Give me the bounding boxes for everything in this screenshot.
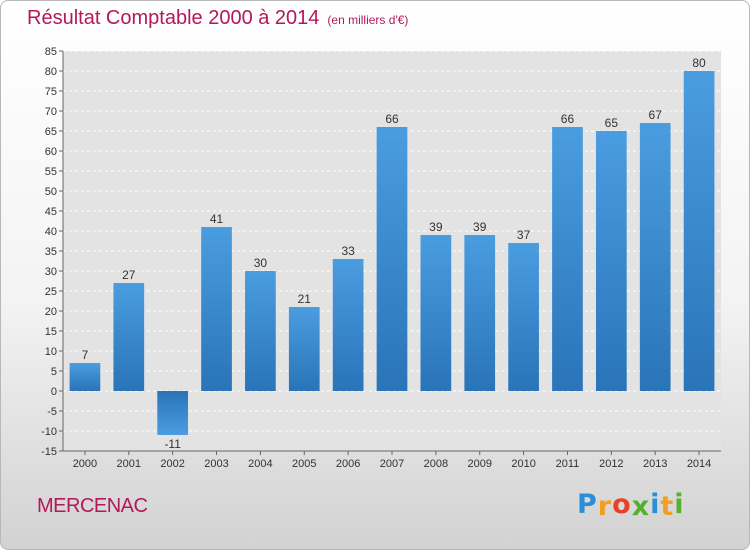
y-tick-label: 55 — [45, 166, 57, 178]
title-text: Résultat Comptable 2000 à 2014 — [27, 7, 320, 29]
y-tick-label: 25 — [45, 286, 57, 298]
bar-2001 — [113, 283, 145, 391]
x-tick-label: 2011 — [556, 458, 580, 470]
y-tick-label: 35 — [45, 246, 57, 258]
value-label-2010: 37 — [517, 228, 531, 242]
y-tick-label: -15 — [41, 446, 57, 458]
value-label-2003: 41 — [210, 212, 224, 226]
logo-letter: t — [660, 491, 675, 522]
value-label-2014: 80 — [692, 56, 706, 70]
value-label-2013: 67 — [649, 108, 663, 122]
bar-2008 — [420, 235, 452, 391]
logo-letter: x — [631, 491, 651, 522]
proxiti-logo: Proxiti — [577, 489, 685, 522]
location-name: MERCENAC — [37, 495, 148, 517]
y-tick-label: 60 — [45, 146, 57, 158]
logo-letter: P — [577, 489, 598, 520]
value-label-2004: 30 — [254, 256, 268, 270]
value-label-2001: 27 — [122, 268, 136, 282]
x-tick-label: 2001 — [117, 458, 141, 470]
value-label-2008: 39 — [429, 220, 443, 234]
chart-title: Résultat Comptable 2000 à 2014 (en millie… — [27, 7, 408, 30]
x-tick-label: 2013 — [643, 458, 667, 470]
value-label-2000: 7 — [82, 348, 89, 362]
y-tick-label: 65 — [45, 126, 57, 138]
y-tick-label: 85 — [45, 46, 57, 58]
logo-letter: o — [612, 489, 632, 520]
x-tick-label: 2007 — [380, 458, 404, 470]
y-tick-label: 50 — [45, 186, 57, 198]
chart-subtitle: (en milliers d'€) — [327, 13, 409, 27]
y-tick-label: 10 — [45, 346, 57, 358]
bar-2002 — [157, 391, 189, 435]
x-tick-label: 2003 — [204, 458, 228, 470]
x-tick-label: 2010 — [511, 458, 535, 470]
value-label-2005: 21 — [298, 292, 312, 306]
x-tick-label: 2004 — [248, 458, 272, 470]
x-tick-label: 2009 — [467, 458, 491, 470]
value-label-2007: 66 — [385, 112, 399, 126]
value-label-2012: 65 — [605, 116, 619, 130]
bar-2009 — [464, 235, 496, 391]
value-label-2006: 33 — [341, 244, 355, 258]
bar-2006 — [332, 259, 364, 391]
y-tick-label: 75 — [45, 86, 57, 98]
logo-letter: r — [597, 491, 613, 522]
x-tick-label: 2006 — [336, 458, 360, 470]
bar-2004 — [245, 271, 276, 391]
bar-2011 — [552, 127, 583, 391]
bar-2007 — [376, 127, 408, 391]
bar-2005 — [288, 307, 320, 391]
y-tick-label: 80 — [45, 66, 57, 78]
y-tick-label: 45 — [45, 206, 57, 218]
x-tick-label: 2008 — [424, 458, 448, 470]
x-tick-label: 2012 — [599, 458, 623, 470]
bar-2013 — [639, 123, 671, 391]
y-tick-label: 30 — [45, 266, 57, 278]
bar-2003 — [201, 227, 232, 391]
y-tick-label: 40 — [45, 226, 57, 238]
bar-2000 — [69, 363, 101, 391]
x-tick-label: 2000 — [73, 458, 97, 470]
x-tick-label: 2002 — [160, 458, 184, 470]
x-tick-label: 2014 — [687, 458, 711, 470]
bar-2010 — [508, 243, 539, 391]
value-label-2002: -11 — [164, 437, 181, 451]
value-label-2011: 66 — [561, 112, 575, 126]
bar-2014 — [683, 71, 715, 391]
y-tick-label: -5 — [47, 406, 57, 418]
y-tick-label: 70 — [45, 106, 57, 118]
value-label-2009: 39 — [473, 220, 487, 234]
y-tick-label: 15 — [45, 326, 57, 338]
x-tick-label: 2005 — [292, 458, 316, 470]
y-tick-label: 20 — [45, 306, 57, 318]
bar-2012 — [595, 131, 627, 391]
y-tick-label: -10 — [41, 426, 57, 438]
logo-letter: i — [650, 489, 661, 520]
logo-letter: i — [674, 489, 685, 520]
y-tick-label: 5 — [51, 366, 57, 378]
y-tick-label: 0 — [51, 386, 57, 398]
